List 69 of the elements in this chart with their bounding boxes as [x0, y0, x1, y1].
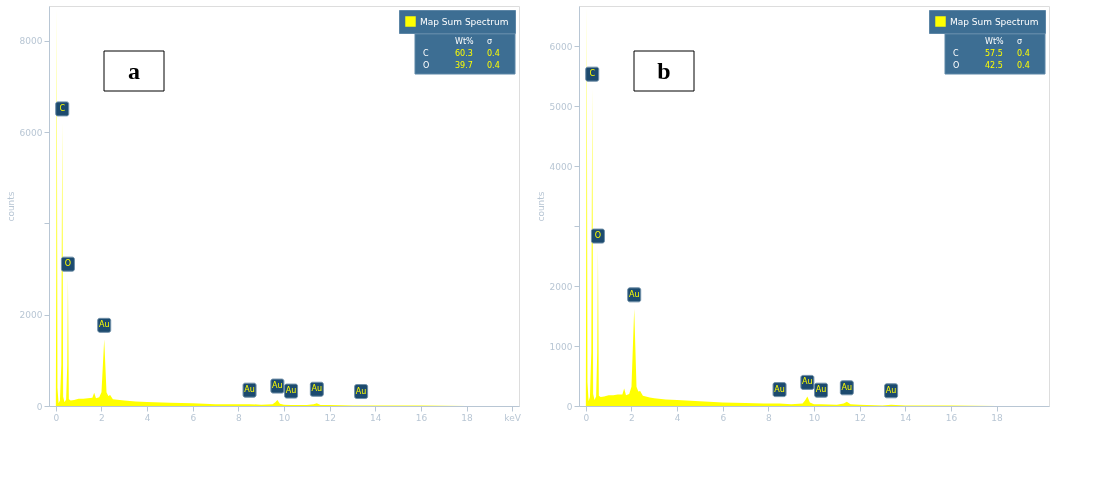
- annotation: Wt%: [985, 37, 1005, 46]
- x-tick-label: 2: [629, 412, 635, 423]
- x-tick-label: 12: [854, 412, 866, 423]
- y-tick-label: 6000: [549, 41, 573, 52]
- annotation: 60.3: [455, 49, 473, 58]
- x-tick-label: 0: [583, 412, 590, 423]
- y-axis-title: counts: [535, 191, 546, 222]
- y-tick-label: 6000: [19, 127, 43, 138]
- annotation: a: [128, 58, 140, 84]
- x-tick-label: 8: [236, 412, 242, 423]
- annotation: Au: [311, 384, 323, 394]
- annotation: 0.4: [1017, 49, 1030, 58]
- x-tick-label: 8: [766, 412, 772, 423]
- annotation: Au: [885, 385, 897, 395]
- y-tick-label: 0: [566, 401, 573, 412]
- annotation: 0.4: [487, 49, 500, 58]
- x-tick-label: 18: [461, 412, 474, 423]
- x-tick-label: 2: [99, 412, 105, 423]
- annotation: Au: [815, 385, 827, 395]
- annotation: C: [953, 49, 959, 58]
- x-tick-label: 16: [945, 412, 958, 423]
- x-tick-label: 6: [190, 412, 197, 423]
- annotation: 0.4: [487, 61, 500, 70]
- x-tick-label: 12: [324, 412, 336, 423]
- annotation: σ: [487, 37, 493, 46]
- annotation: O: [423, 61, 430, 70]
- annotation: Au: [628, 289, 640, 299]
- annotation: 42.5: [985, 61, 1003, 70]
- x-tick-label: keV: [504, 412, 522, 423]
- x-tick-label: 4: [144, 412, 151, 423]
- y-tick-label: 2000: [549, 281, 573, 292]
- annotation: Wt%: [455, 37, 475, 46]
- annotation: 39.7: [455, 61, 473, 70]
- x-tick-label: 14: [900, 412, 912, 423]
- annotation: O: [64, 259, 72, 269]
- annotation: b: [657, 58, 671, 84]
- x-tick-label: 18: [991, 412, 1004, 423]
- x-tick-label: 14: [370, 412, 382, 423]
- x-tick-label: 6: [720, 412, 727, 423]
- y-tick-label: 2000: [19, 310, 43, 321]
- annotation: σ: [1017, 37, 1023, 46]
- annotation: Au: [244, 385, 255, 395]
- annotation: Au: [272, 381, 283, 391]
- x-tick-label: 16: [415, 412, 428, 423]
- y-tick-label: 4000: [549, 161, 573, 172]
- x-tick-label: 10: [278, 412, 291, 423]
- y-tick-label: 0: [36, 401, 43, 412]
- legend-label: Map Sum Spectrum: [950, 16, 1039, 27]
- annotation: Au: [774, 384, 785, 394]
- annotation: C: [59, 103, 66, 113]
- annotation: 57.5: [985, 49, 1003, 58]
- annotation: Au: [98, 320, 110, 330]
- annotation: O: [953, 61, 960, 70]
- x-tick-label: 0: [53, 412, 60, 423]
- y-axis-title: counts: [5, 191, 16, 222]
- x-tick-label: 4: [674, 412, 681, 423]
- annotation: C: [589, 69, 596, 79]
- legend-label: Map Sum Spectrum: [420, 16, 509, 27]
- annotation: Au: [355, 386, 367, 396]
- annotation: Au: [841, 382, 853, 392]
- annotation: C: [423, 49, 429, 58]
- y-tick-label: 5000: [549, 101, 573, 112]
- annotation: O: [594, 231, 602, 241]
- annotation: Au: [285, 386, 297, 396]
- x-tick-label: 10: [808, 412, 821, 423]
- y-tick-label: 1000: [549, 341, 573, 352]
- y-tick-label: 8000: [19, 36, 43, 47]
- annotation: Au: [802, 377, 813, 387]
- annotation: 0.4: [1017, 61, 1030, 70]
